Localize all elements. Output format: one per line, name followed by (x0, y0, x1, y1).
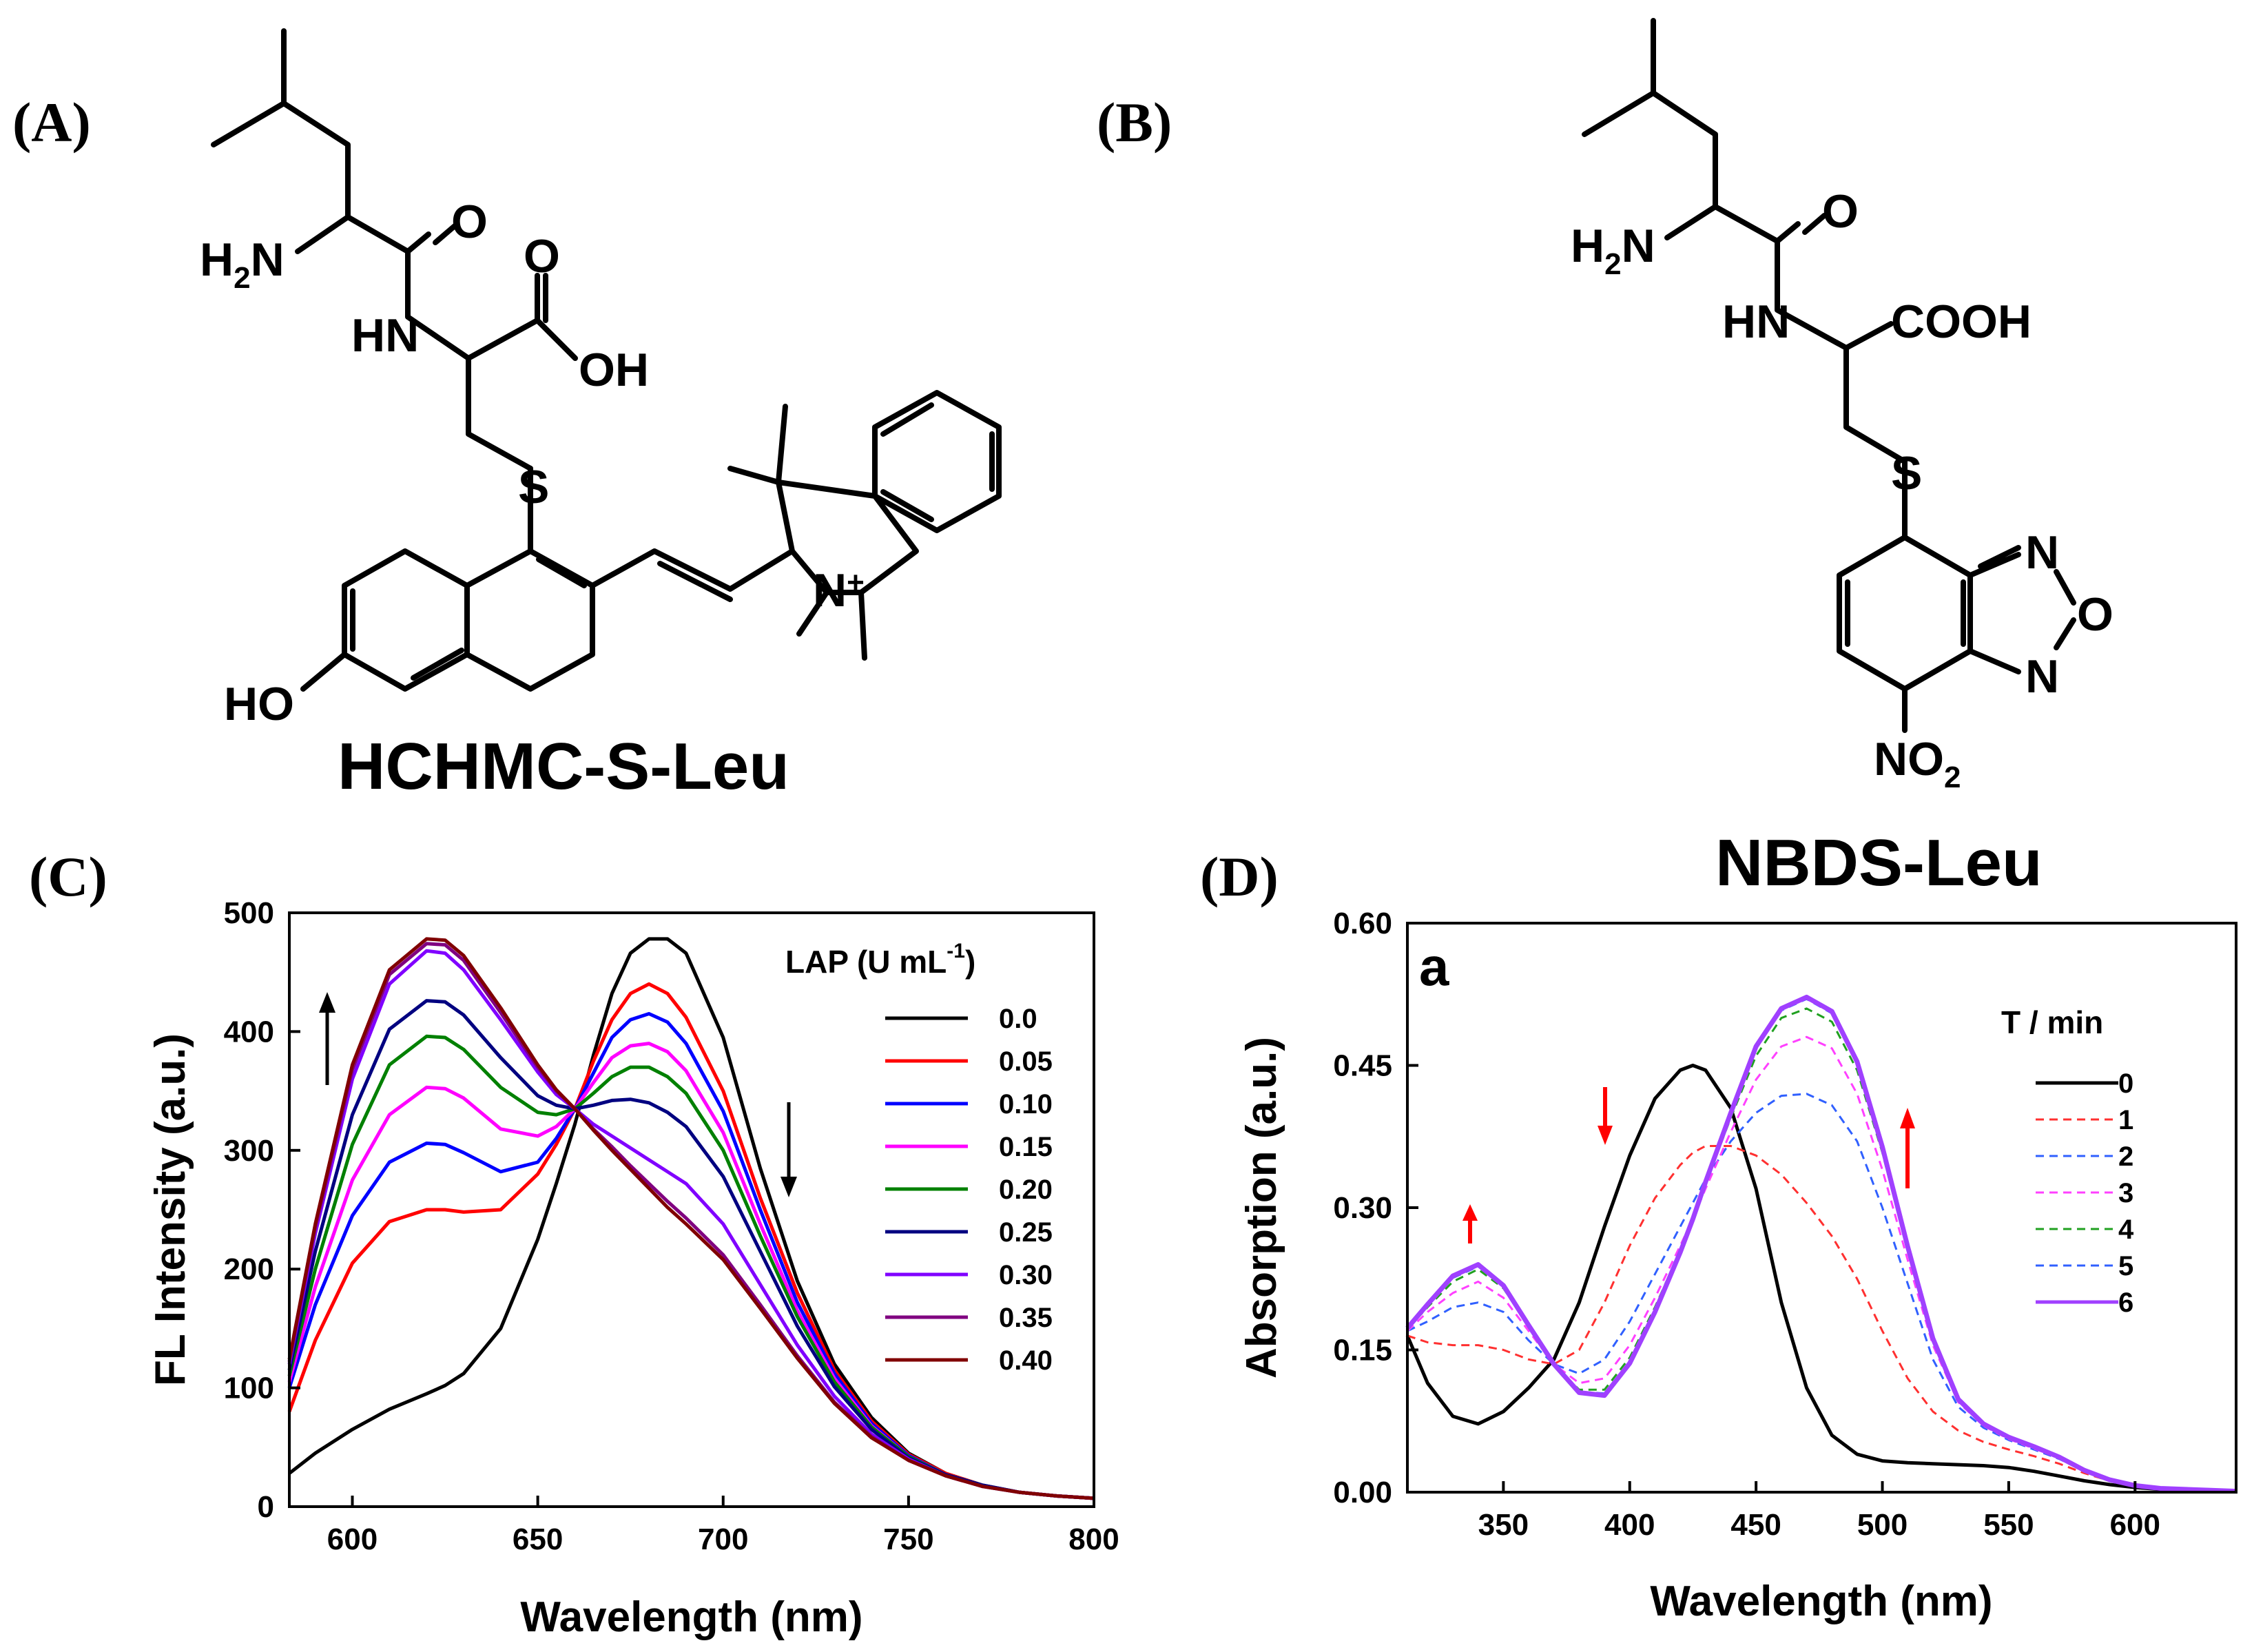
y-tick-label: 200 (224, 1252, 274, 1286)
compound-name-a: HCHMC-S-Leu (338, 730, 789, 803)
chem-label-cooh-b: COOH (1891, 296, 2032, 348)
chart-c-x-axis-title: Wavelength (nm) (520, 1593, 862, 1641)
x-tick-label: 600 (2110, 1508, 2160, 1542)
chem-label-o-ring-b: O (2077, 588, 2113, 641)
chart-d-legend-title: T / min (2001, 1004, 2103, 1040)
legend-label-6: 6 (2118, 1288, 2133, 1318)
y-tick-label: 100 (224, 1372, 274, 1405)
chart-d-arrow-up-1 (1462, 1204, 1478, 1243)
series-line-2 (1407, 1093, 2237, 1493)
series-line-3 (1406, 1035, 2237, 1493)
structure-hchmc-s-leu: H2N O O HN OH S HO N+ HCHMC-S-Leu (200, 28, 1002, 803)
legend-label-0.40: 0.40 (999, 1345, 1053, 1376)
compound-name-b: NBDS-Leu (1715, 826, 2043, 900)
legend-label-0.25: 0.25 (999, 1217, 1053, 1248)
series-line-0.25 (287, 999, 1095, 1500)
series-line-0 (1405, 1064, 2236, 1494)
chem-label-o2-a: O (524, 230, 560, 282)
legend-label-0.20: 0.20 (999, 1175, 1053, 1205)
legend-label-4: 4 (2118, 1215, 2134, 1245)
panel-letter-d: (D) (1200, 845, 1279, 908)
x-tick-label: 650 (513, 1522, 563, 1556)
chem-label-oh-a: OH (579, 344, 649, 396)
chem-label-n1-b: N (2025, 526, 2059, 579)
x-tick-label: 450 (1730, 1508, 1781, 1542)
chart-c: 600 650 700 750 800 0 100 200 300 400 500 Waveleng… (147, 896, 1119, 1641)
chart-c-curves (287, 937, 1095, 1500)
chem-label-h2n-a: H2N (200, 234, 285, 295)
chem-label-no2-b: NO2 (1874, 733, 1961, 794)
chart-c-legend-title: LAP (U mL-1) (785, 940, 975, 980)
chart-d-legend: 0 1 2 3 4 5 6 (2036, 1068, 2134, 1318)
y-tick-label: 300 (224, 1134, 274, 1168)
legend-label-5: 5 (2118, 1251, 2133, 1281)
structure-nbds-leu: H2N O HN COOH S N O N NO2 NBDS-Leu (1571, 18, 2113, 900)
chart-c-plot-frame (288, 911, 1095, 1508)
chart-d-y-axis-title: Absorption (a.u.) (1238, 1037, 1285, 1379)
series-line-0.40 (287, 937, 1095, 1500)
chart-c-ticks: 600 650 700 750 800 0 100 200 300 400 500 (224, 896, 1119, 1556)
x-tick-label: 750 (883, 1522, 933, 1556)
panel-letter-b: (B) (1097, 91, 1172, 154)
x-tick-label: 350 (1478, 1508, 1529, 1542)
panel-letter-c: (C) (29, 845, 107, 908)
legend-label-0.0: 0.0 (999, 1004, 1037, 1034)
legend-label-1: 1 (2118, 1105, 2133, 1135)
chart-d-arrow-down (1598, 1087, 1613, 1145)
chem-label-hn-a: HN (351, 309, 419, 362)
legend-label-0.15: 0.15 (999, 1132, 1053, 1162)
chem-label-hn-b: HN (1722, 296, 1790, 348)
panel-letter-a: (A) (12, 91, 91, 154)
y-tick-label: 0.45 (1333, 1049, 1392, 1083)
chem-label-h2n-b: H2N (1571, 220, 1655, 281)
series-line-1 (1407, 1145, 2237, 1493)
legend-label-0.35: 0.35 (999, 1303, 1053, 1333)
legend-label-0.05: 0.05 (999, 1046, 1053, 1077)
chart-d-arrow-up-2 (1900, 1108, 1915, 1188)
chem-label-o-b: O (1822, 185, 1859, 238)
x-tick-label: 500 (1857, 1508, 1908, 1542)
series-line-6 (1405, 994, 2237, 1494)
legend-label-0.10: 0.10 (999, 1089, 1053, 1119)
series-line-0.0 (288, 937, 1095, 1500)
y-tick-label: 0.60 (1333, 907, 1392, 940)
chem-label-s-b: S (1891, 447, 1922, 499)
series-line-0.15 (287, 1042, 1095, 1500)
chart-d-inset-label: a (1419, 936, 1449, 997)
chem-label-ho-a: HO (224, 678, 294, 730)
legend-label-2: 2 (2118, 1142, 2133, 1172)
chart-d-x-axis-title: Wavelength (nm) (1650, 1578, 1992, 1625)
chem-label-n2-b: N (2025, 650, 2059, 703)
x-tick-label: 600 (327, 1522, 378, 1556)
chart-d-curves (1405, 994, 2237, 1494)
chart-c-down-arrow (781, 1102, 797, 1197)
x-tick-label: 800 (1068, 1522, 1119, 1556)
y-tick-label: 0.15 (1333, 1334, 1392, 1367)
series-line-0.10 (287, 1012, 1095, 1500)
chart-d-plot-frame (1406, 922, 2237, 1494)
y-tick-label: 0.00 (1333, 1476, 1392, 1509)
x-tick-label: 400 (1604, 1508, 1655, 1542)
chem-label-o-a: O (451, 196, 488, 248)
legend-label-0: 0 (2118, 1068, 2133, 1099)
x-tick-label: 700 (698, 1522, 748, 1556)
series-line-0.20 (287, 1034, 1095, 1500)
chem-label-s-a: S (518, 461, 549, 513)
y-tick-label: 0 (258, 1490, 274, 1524)
legend-label-0.30: 0.30 (999, 1260, 1053, 1290)
y-tick-label: 0.30 (1333, 1191, 1392, 1225)
chart-c-y-axis-title: FL Intensity (a.u.) (147, 1033, 194, 1386)
legend-label-3: 3 (2118, 1178, 2133, 1208)
chart-c-legend: 0.0 0.05 0.10 0.15 0.20 0.25 0.30 0.35 0.40 (885, 1004, 1053, 1376)
x-tick-label: 550 (1983, 1508, 2034, 1542)
y-tick-label: 500 (224, 896, 274, 930)
chem-label-nplus-a: N+ (813, 564, 865, 617)
chart-c-up-arrow (319, 992, 335, 1085)
y-tick-label: 400 (224, 1015, 274, 1049)
series-line-0.05 (287, 982, 1095, 1500)
